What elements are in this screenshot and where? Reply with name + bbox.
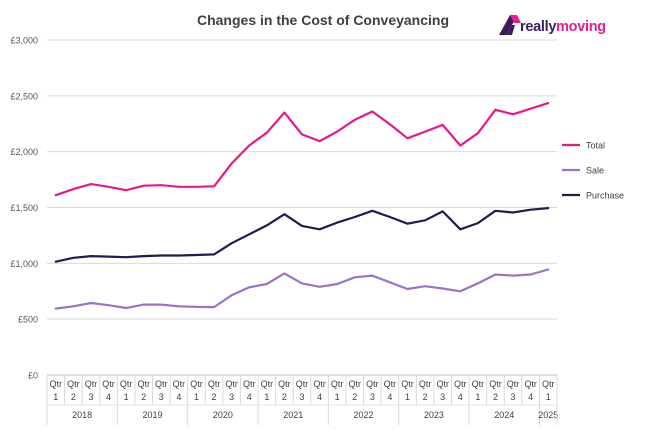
x-tick-label: Qtr [524, 379, 537, 389]
x-tick-label: Qtr [454, 379, 467, 389]
x-tick-label: Qtr [507, 379, 520, 389]
x-tick-label: 1 [194, 392, 199, 402]
x-tick-label: Qtr [542, 379, 555, 389]
x-tick-label: 3 [299, 392, 304, 402]
x-tick-label: 3 [440, 392, 445, 402]
year-label: 2024 [494, 410, 514, 420]
x-tick-label: 2 [71, 392, 76, 402]
x-tick-label: Qtr [331, 379, 344, 389]
x-tick-label: 3 [159, 392, 164, 402]
legend-label-sale: Sale [586, 166, 604, 176]
y-tick-label: £1,000 [10, 259, 38, 269]
x-tick-label: Qtr [190, 379, 203, 389]
x-tick-label: 4 [528, 392, 533, 402]
x-tick-label: Qtr [261, 379, 274, 389]
y-tick-label: £2,000 [10, 147, 38, 157]
x-tick-label: 2 [282, 392, 287, 402]
x-tick-label: Qtr [173, 379, 186, 389]
y-tick-label: £1,500 [10, 203, 38, 213]
y-tick-label: £500 [18, 315, 38, 325]
x-tick-label: Qtr [50, 379, 63, 389]
x-tick-label: Qtr [67, 379, 80, 389]
x-tick-label: 1 [475, 392, 480, 402]
y-tick-label: £2,500 [10, 91, 38, 101]
brand-name-part2: moving [556, 19, 606, 35]
year-label: 2019 [143, 410, 163, 420]
series-line-total [54, 101, 550, 197]
x-tick-label: Qtr [120, 379, 133, 389]
year-label: 2018 [72, 410, 92, 420]
x-tick-label: 1 [546, 392, 551, 402]
x-tick-label: Qtr [102, 379, 115, 389]
x-tick-label: Qtr [296, 379, 309, 389]
x-tick-label: Qtr [208, 379, 221, 389]
x-tick-label: Qtr [243, 379, 256, 389]
x-tick-label: 4 [387, 392, 392, 402]
legend-label-total: Total [586, 141, 605, 151]
x-tick-label: Qtr [225, 379, 238, 389]
series-line-purchase [54, 207, 550, 263]
year-label: 2022 [354, 410, 374, 420]
series-line-sale [54, 268, 550, 310]
x-tick-label: 1 [124, 392, 129, 402]
x-tick-label: 3 [229, 392, 234, 402]
y-tick-label: £0 [28, 371, 38, 381]
y-tick-label: £3,000 [10, 36, 38, 46]
x-tick-label: 4 [106, 392, 111, 402]
x-tick-label: 2 [493, 392, 498, 402]
x-tick-label: Qtr [436, 379, 449, 389]
x-tick-label: Qtr [366, 379, 379, 389]
year-label: 2020 [213, 410, 233, 420]
brand-logo[interactable]: reallymoving [498, 12, 610, 40]
x-tick-label: 4 [247, 392, 252, 402]
x-tick-label: 3 [511, 392, 516, 402]
year-label: 2023 [424, 410, 444, 420]
x-tick-label: Qtr [401, 379, 414, 389]
x-tick-label: 2 [141, 392, 146, 402]
x-tick-label: Qtr [419, 379, 432, 389]
x-tick-label: 1 [335, 392, 340, 402]
x-tick-label: Qtr [137, 379, 150, 389]
x-tick-label: 2 [423, 392, 428, 402]
house-roof-logo-icon [499, 15, 521, 35]
legend-label-purchase: Purchase [586, 191, 624, 201]
x-tick-label: 4 [458, 392, 463, 402]
x-tick-label: 2 [352, 392, 357, 402]
x-tick-label: Qtr [472, 379, 485, 389]
x-tick-label: 1 [53, 392, 58, 402]
brand-name: reallymoving [520, 19, 606, 35]
x-tick-label: 2 [212, 392, 217, 402]
x-tick-label: Qtr [85, 379, 98, 389]
x-tick-label: 1 [264, 392, 269, 402]
x-tick-label: 3 [88, 392, 93, 402]
x-tick-label: Qtr [489, 379, 502, 389]
x-tick-label: Qtr [349, 379, 362, 389]
x-tick-label: 4 [317, 392, 322, 402]
x-tick-label: 4 [176, 392, 181, 402]
x-tick-label: Qtr [313, 379, 326, 389]
x-tick-label: 1 [405, 392, 410, 402]
year-label: 2025 [538, 410, 558, 420]
x-tick-label: Qtr [278, 379, 291, 389]
x-tick-label: Qtr [155, 379, 168, 389]
x-tick-label: Qtr [384, 379, 397, 389]
chart-title: Changes in the Cost of Conveyancing [196, 12, 450, 28]
x-tick-label: 3 [370, 392, 375, 402]
brand-name-part1: really [520, 19, 557, 35]
year-label: 2021 [283, 410, 303, 420]
